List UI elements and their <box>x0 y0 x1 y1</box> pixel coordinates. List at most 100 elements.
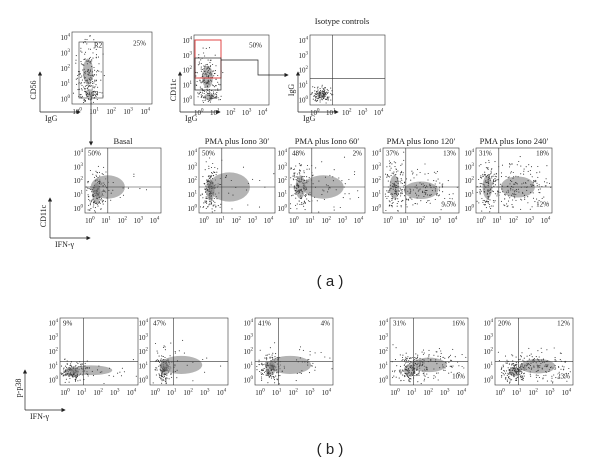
tick-label: 103 <box>123 108 133 116</box>
dot <box>156 360 157 361</box>
dot <box>211 188 212 189</box>
dot <box>208 76 209 77</box>
dot <box>538 370 539 371</box>
dot <box>80 51 81 52</box>
tick-exp: 2 <box>68 64 71 69</box>
tick-label: 103 <box>248 217 258 225</box>
dot <box>463 367 464 368</box>
dot <box>165 381 166 382</box>
y-axis-label: CD11c <box>39 204 48 227</box>
dot <box>527 196 528 197</box>
dot <box>539 192 540 193</box>
dot <box>75 366 76 367</box>
dot <box>389 166 390 167</box>
dot <box>85 86 86 87</box>
dot <box>507 381 508 382</box>
dot <box>312 363 313 364</box>
dot <box>348 179 349 180</box>
dot <box>209 195 210 196</box>
dot <box>92 83 93 84</box>
dot <box>198 54 199 55</box>
dot <box>264 357 265 358</box>
dot <box>322 93 323 94</box>
dot <box>518 176 519 177</box>
dot <box>195 72 196 73</box>
dot <box>94 91 95 92</box>
dot <box>495 176 496 177</box>
dot <box>426 185 427 186</box>
dot <box>407 356 408 357</box>
tick-label: 101 <box>407 389 417 397</box>
dot <box>392 371 393 372</box>
dot <box>262 369 263 370</box>
dot <box>526 365 527 366</box>
dot <box>458 365 459 366</box>
dot <box>163 379 164 380</box>
dot <box>395 187 396 188</box>
dot <box>220 184 221 185</box>
dot <box>513 374 514 375</box>
dot <box>210 72 211 73</box>
dot <box>215 93 216 94</box>
dot <box>427 200 428 201</box>
dot <box>489 193 490 194</box>
dot <box>206 208 207 209</box>
dot <box>407 375 408 376</box>
dot <box>217 168 218 169</box>
tick-label: 100 <box>495 389 505 397</box>
dot <box>508 192 509 193</box>
dot <box>501 172 502 173</box>
quadrant-percent: 16% <box>452 320 465 328</box>
dot <box>487 189 488 190</box>
quadrant-percent: 4% <box>321 320 331 328</box>
dot <box>89 368 90 369</box>
dot <box>318 181 319 182</box>
dot <box>274 382 275 383</box>
dot <box>516 191 517 192</box>
dot <box>489 174 490 175</box>
dot <box>314 197 315 198</box>
dot <box>520 364 521 365</box>
tick-exp: 2 <box>233 109 236 114</box>
dot <box>419 182 420 183</box>
dot <box>294 193 295 194</box>
dot <box>136 376 137 377</box>
dot <box>409 372 410 373</box>
dot <box>228 193 229 194</box>
dot <box>533 366 534 367</box>
dot <box>315 94 316 95</box>
dot <box>88 83 89 84</box>
dot <box>77 78 78 79</box>
dot <box>86 92 87 93</box>
dot <box>521 379 522 380</box>
tick-exp: 2 <box>430 389 433 394</box>
tick-label: 102 <box>244 348 254 356</box>
dot <box>96 54 97 55</box>
dot <box>209 93 210 94</box>
dot <box>497 193 498 194</box>
tick-exp: 4 <box>157 217 160 222</box>
dot <box>417 356 418 357</box>
dot <box>537 365 538 366</box>
dot <box>389 176 390 177</box>
dot <box>93 206 94 207</box>
tick-exp: 1 <box>312 217 315 222</box>
dot <box>303 350 304 351</box>
tick-exp: 4 <box>224 389 227 394</box>
dot <box>343 197 344 198</box>
dot <box>510 372 511 373</box>
dot <box>165 380 166 381</box>
dot <box>542 198 543 199</box>
dot <box>166 383 167 384</box>
dot <box>391 200 392 201</box>
dot <box>392 344 393 345</box>
dot <box>203 65 204 66</box>
dot <box>487 194 488 195</box>
dot <box>92 195 93 196</box>
dot <box>501 372 502 373</box>
dot <box>401 164 402 165</box>
dot <box>327 191 328 192</box>
dot <box>426 369 427 370</box>
dot <box>214 202 215 203</box>
dot <box>215 55 216 56</box>
